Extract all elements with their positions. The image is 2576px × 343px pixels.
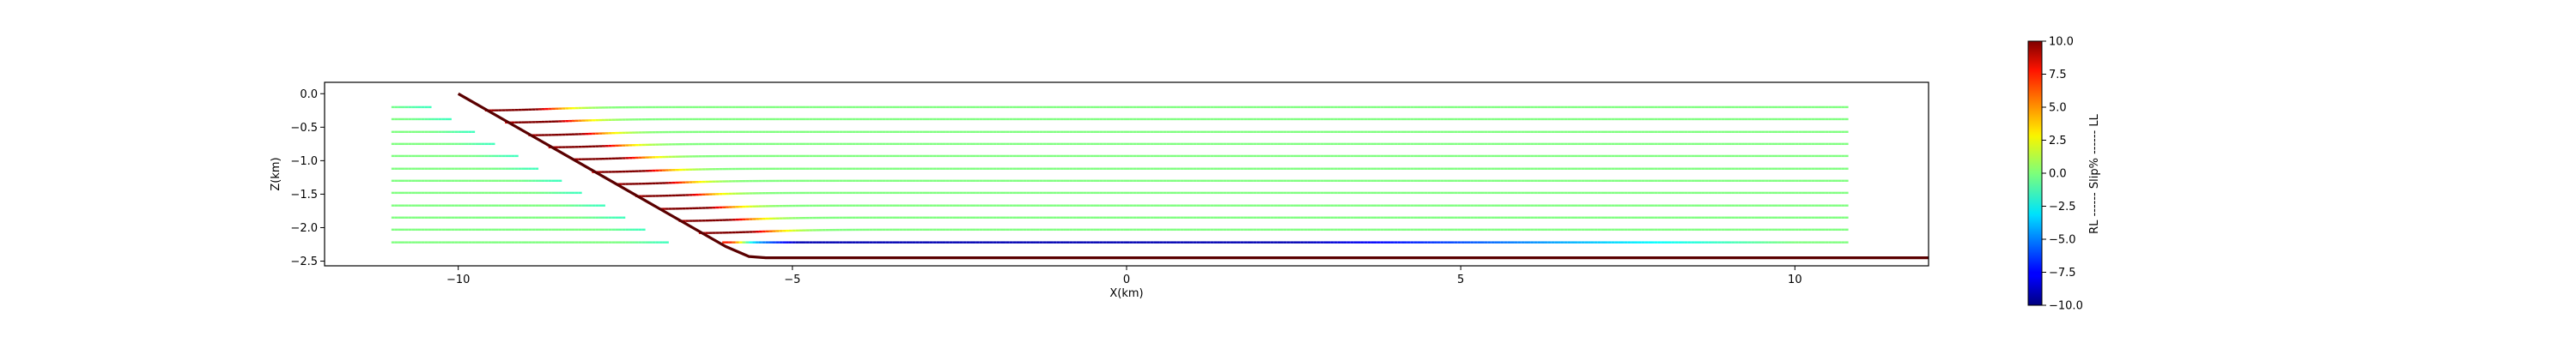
layer-line [391,228,1849,234]
layer-line [391,167,1849,173]
layer-line [391,216,1849,222]
layer-line [391,105,1849,111]
layer-line [391,191,1849,197]
plot-area [324,81,1929,267]
layer-line [391,130,1849,136]
layer-series [391,105,1849,244]
layer-line [391,154,1849,161]
layer-line [391,204,1849,210]
layer-line [391,117,1849,124]
layer-line [391,179,1849,185]
layer-line [391,142,1849,148]
